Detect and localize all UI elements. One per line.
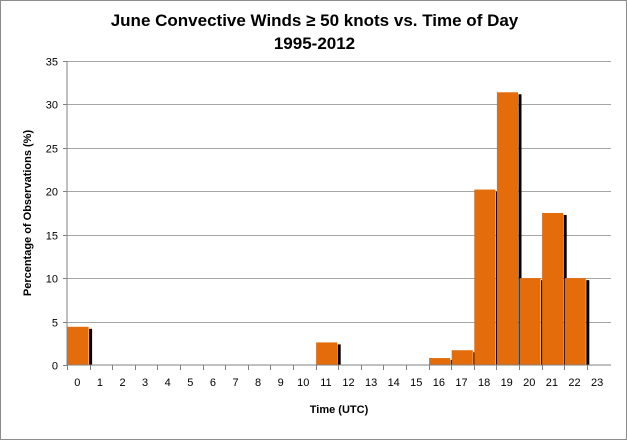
x-tick-label: 0 (74, 377, 80, 389)
bar-shadow (89, 328, 93, 365)
y-tick-label: 20 (46, 187, 58, 199)
x-tick-label: 9 (278, 377, 284, 389)
bar (496, 92, 518, 366)
x-tick-label: 20 (523, 377, 535, 389)
x-tick-label: 12 (342, 377, 354, 389)
bar (451, 350, 473, 365)
x-tick-label: 21 (546, 377, 558, 389)
x-tick-label: 7 (232, 377, 238, 389)
x-tick-labels: 0 1 2 3 4 5 6 7 8 9 10 11 12 13 14 15 16 17 18 19 20 21 22 23 (74, 377, 603, 389)
y-tick-label: 0 (52, 361, 58, 373)
x-axis-label: Time (UTC) (310, 404, 369, 416)
y-axis-label: Percentage of Observations (%) (22, 130, 34, 297)
x-tick-label: 8 (255, 377, 261, 389)
bar (564, 278, 586, 365)
chart-subtitle: 1995-2012 (273, 34, 356, 53)
bar-shadow (518, 94, 522, 366)
x-tick-label: 13 (365, 377, 377, 389)
bar (474, 189, 496, 365)
x-tick-label: 6 (210, 377, 216, 389)
y-tick-label: 30 (46, 100, 58, 112)
x-tick-label: 19 (501, 377, 513, 389)
bar-shadow (586, 280, 590, 365)
y-tick-label: 15 (46, 231, 58, 243)
x-tick-label: 2 (119, 377, 125, 389)
bars (67, 92, 590, 366)
x-tick-label: 16 (433, 377, 445, 389)
x-tick-label: 22 (568, 377, 580, 389)
x-tick-label: 23 (591, 377, 603, 389)
x-tick-label: 15 (410, 377, 422, 389)
x-tick-label: 3 (142, 377, 148, 389)
x-tick-label: 17 (455, 377, 467, 389)
x-tick-label: 4 (165, 377, 171, 389)
bar (542, 213, 564, 365)
x-tick-label: 5 (187, 377, 193, 389)
x-tick-label: 18 (478, 377, 490, 389)
x-tick-label: 10 (297, 377, 309, 389)
x-tick-label: 11 (320, 377, 331, 389)
y-tick-labels: 0 5 10 15 20 25 30 35 (46, 57, 58, 373)
x-tick-label: 1 (97, 377, 103, 389)
y-tick-label: 10 (46, 274, 58, 286)
bar (429, 358, 451, 365)
bar (316, 342, 338, 365)
y-tick-label: 5 (52, 318, 58, 330)
chart-title: June Convective Winds ≥ 50 knots vs. Tim… (110, 11, 519, 30)
y-tick-label: 25 (46, 144, 58, 156)
y-tick-label: 35 (46, 57, 58, 69)
bar (519, 278, 541, 365)
bar-shadow (337, 344, 341, 365)
x-tick-label: 14 (388, 377, 400, 389)
axes (63, 61, 611, 370)
bar (67, 326, 89, 365)
